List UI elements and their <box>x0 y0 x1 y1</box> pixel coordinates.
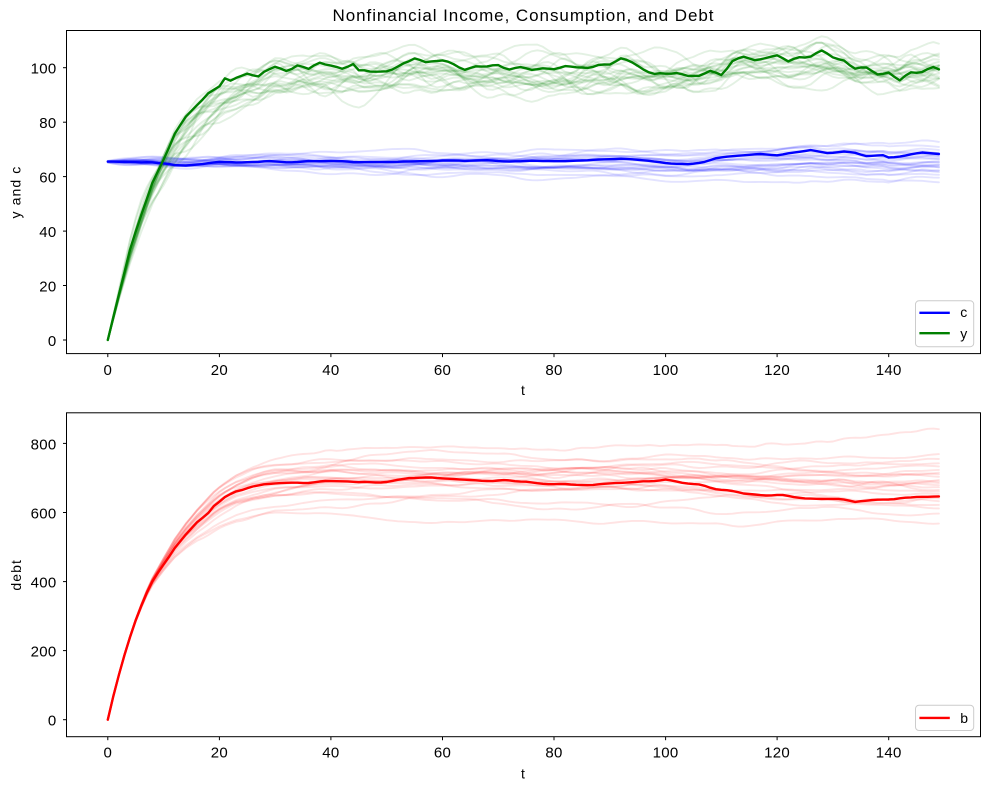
svg-text:t: t <box>521 382 526 398</box>
svg-text:c: c <box>960 304 967 320</box>
svg-text:100: 100 <box>653 745 679 762</box>
svg-text:140: 140 <box>876 362 902 379</box>
svg-text:0: 0 <box>48 333 57 350</box>
svg-text:0: 0 <box>103 362 112 379</box>
svg-text:120: 120 <box>764 745 790 762</box>
svg-text:100: 100 <box>653 362 679 379</box>
svg-text:20: 20 <box>211 745 228 762</box>
svg-text:y and c: y and c <box>8 166 24 219</box>
svg-text:b: b <box>960 710 968 726</box>
svg-text:140: 140 <box>876 745 902 762</box>
svg-text:600: 600 <box>31 506 57 523</box>
svg-text:debt: debt <box>8 559 24 591</box>
svg-text:80: 80 <box>39 115 56 132</box>
svg-text:40: 40 <box>322 745 339 762</box>
svg-text:400: 400 <box>31 575 57 592</box>
svg-text:120: 120 <box>764 362 790 379</box>
svg-text:40: 40 <box>39 224 56 241</box>
svg-text:60: 60 <box>434 745 451 762</box>
svg-text:800: 800 <box>31 436 57 453</box>
svg-text:40: 40 <box>322 362 339 379</box>
svg-text:80: 80 <box>545 362 562 379</box>
svg-text:60: 60 <box>39 170 56 187</box>
svg-text:0: 0 <box>103 745 112 762</box>
svg-text:20: 20 <box>211 362 228 379</box>
svg-text:60: 60 <box>434 362 451 379</box>
svg-text:y: y <box>960 326 967 342</box>
svg-text:200: 200 <box>31 644 57 661</box>
svg-text:80: 80 <box>545 745 562 762</box>
svg-text:20: 20 <box>39 279 56 296</box>
svg-text:100: 100 <box>31 61 57 78</box>
svg-text:0: 0 <box>48 713 57 730</box>
svg-text:t: t <box>521 765 526 781</box>
svg-text:Nonfinancial Income, Consumpti: Nonfinancial Income, Consumption, and De… <box>333 6 715 25</box>
